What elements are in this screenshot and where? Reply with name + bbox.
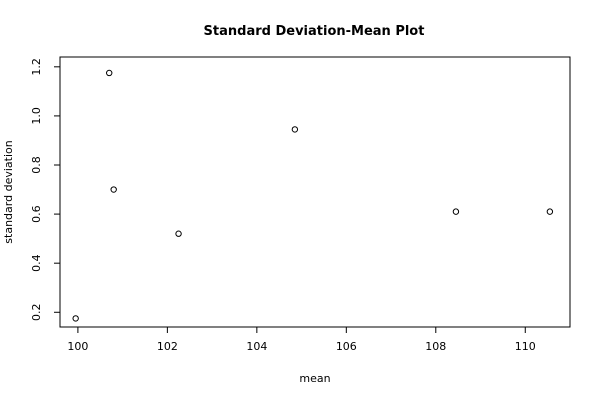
chart-title: Standard Deviation-Mean Plot	[204, 24, 425, 39]
x-tick-label: 100	[67, 340, 88, 353]
data-point	[110, 186, 117, 193]
data-point	[452, 208, 460, 215]
y-tick-label: 0.4	[30, 254, 43, 272]
data-point	[175, 230, 182, 237]
data-point	[546, 208, 554, 215]
data-point	[72, 315, 79, 322]
x-axis-ticks: 100 102 104 106 108 110	[67, 327, 536, 353]
y-axis-label: standard deviation	[2, 140, 15, 243]
plot-frame	[59, 56, 571, 328]
x-tick-label: 110	[515, 340, 536, 353]
y-axis-ticks: 0.2 0.4 0.6 0.8 1.0 1.2	[30, 58, 60, 321]
data-point	[106, 69, 113, 77]
y-tick-label: 1.2	[30, 58, 43, 76]
x-tick-label: 108	[425, 340, 446, 353]
x-axis-label: mean	[299, 372, 330, 385]
x-tick-label: 102	[157, 340, 178, 353]
y-tick-label: 1.0	[30, 107, 43, 125]
x-tick-label: 104	[246, 340, 267, 353]
y-tick-label: 0.8	[30, 156, 43, 174]
y-tick-label: 0.2	[30, 304, 43, 322]
y-tick-label: 0.6	[30, 205, 43, 223]
data-point	[291, 126, 299, 133]
x-tick-label: 106	[336, 340, 357, 353]
data-points	[72, 69, 554, 322]
